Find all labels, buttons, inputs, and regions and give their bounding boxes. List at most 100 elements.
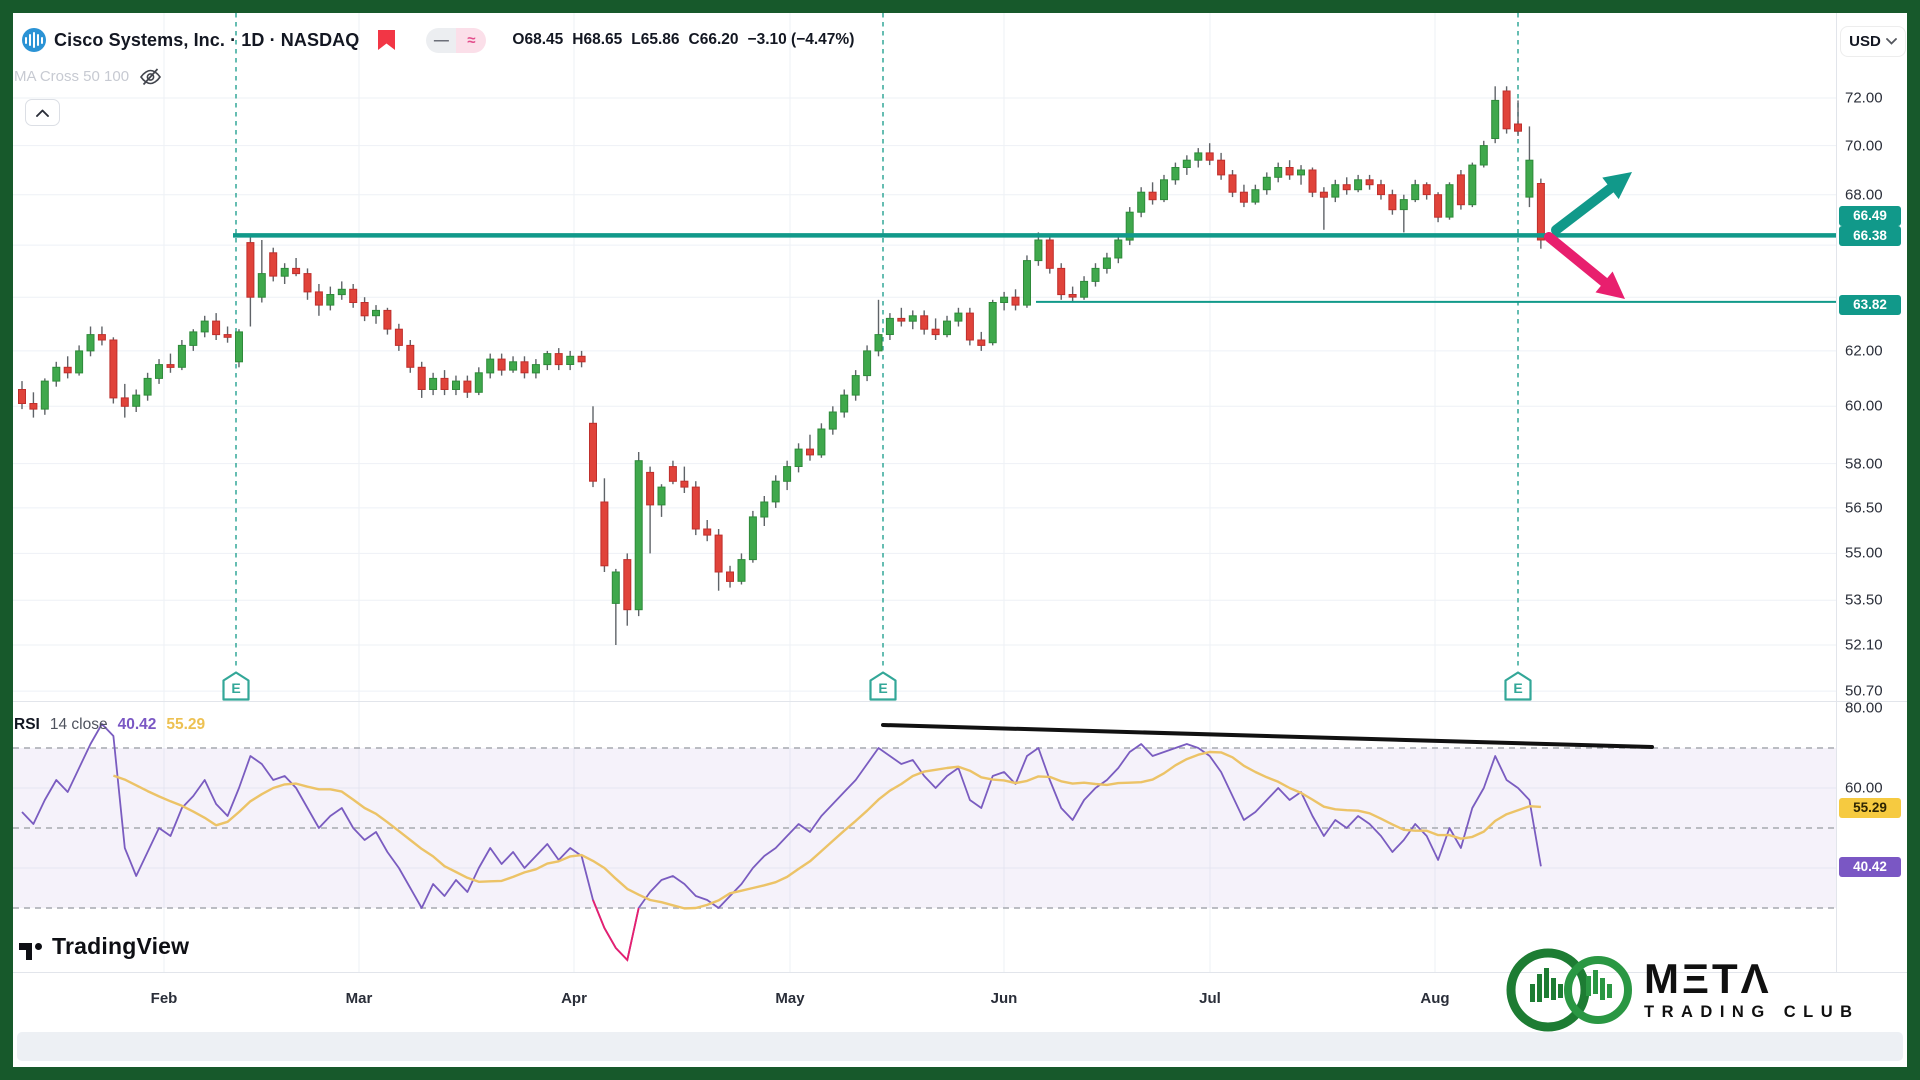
low-label: L [631,31,641,48]
candle-down [577,355,586,363]
bullish-arrow[interactable] [1551,180,1619,235]
candle-up [748,516,757,561]
rsi-badge: 40.42 [1839,857,1901,877]
bearish-arrow[interactable] [1544,232,1613,290]
eye-hidden-icon[interactable] [139,66,162,87]
candle-up [863,350,872,377]
rsi-value: 40.42 [117,716,157,733]
flag-icon[interactable] [377,29,396,51]
candle-up [132,394,141,407]
time-axis-label-may: May [775,990,805,1007]
candle-down [292,267,301,275]
open-label: O [512,31,525,48]
candle-up [840,394,849,413]
candle-down [931,328,940,336]
price-axis-label: 55.00 [1845,544,1883,562]
price-axis-label: 58.00 [1845,455,1883,473]
candle-down [520,361,529,374]
candle-up [1160,179,1168,201]
candle-up [1274,167,1283,178]
meta-trading-club-logo: MΞTΛ TRADING CLUB [1506,944,1860,1036]
candle-up [566,355,575,365]
rsi-name: RSI [14,716,40,733]
candle-up [783,466,792,482]
candle-up [452,380,460,391]
candle-up [1114,239,1123,259]
candle-up [943,320,951,336]
candle-down [920,315,929,330]
candle-down [668,466,677,482]
earnings-badge[interactable]: E [222,671,250,701]
candle-up [1182,159,1191,168]
candle-up [1125,211,1134,241]
currency-button[interactable]: USD [1840,26,1906,57]
candle-down [1365,179,1374,186]
svg-text:E: E [1513,680,1522,696]
candle-down [314,291,323,306]
candle-down [691,486,700,530]
candle-down [269,252,278,277]
candle-down [1308,169,1317,193]
candle-up [954,312,963,322]
time-axis-label-apr: Apr [561,990,587,1007]
price-badge-support: 63.82 [1839,295,1901,315]
candle-down [1434,194,1443,218]
candle-up [1171,167,1180,181]
change-value: −3.10 (−4.47%) [747,31,855,48]
price-axis-separator[interactable] [1836,13,1837,972]
ohlc-readout: O68.45 H68.65 L65.86 C66.20 −3.10 (−4.47… [512,31,854,49]
candle-up [531,364,540,374]
candle-down [1285,167,1294,176]
candle-up [611,571,620,604]
price-axis-label: 60.00 [1845,397,1883,415]
candle-down [63,366,72,374]
time-axis-separator [13,972,1907,973]
candle-down [246,242,255,298]
price-badge-upper: 66.49 [1839,206,1901,226]
candle-down [806,448,814,456]
candle-up [155,364,163,379]
candle-up [885,317,894,335]
candle-down [166,364,175,368]
svg-text:E: E [231,680,240,696]
price-axis-label: 52.10 [1845,636,1883,654]
rsi-oversold-segment [592,899,640,962]
candle-down [212,320,221,336]
candle-up [737,559,746,582]
candle-up [634,460,643,611]
candle-down [349,288,358,303]
candle-up [509,361,518,371]
candle-up [1262,176,1271,191]
collapse-pane-button[interactable] [25,99,60,126]
rsi-ma-line [113,750,1541,910]
candle-up [1080,280,1089,298]
rsi-trendline[interactable] [881,723,1654,749]
candle-down [1377,184,1385,196]
meta-logo-subtitle: TRADING CLUB [1644,1002,1860,1021]
rsi-axis-label: 80.00 [1845,699,1883,717]
indicator-label: MA Cross 50 100 [14,68,130,85]
candle-up [1137,191,1146,213]
tradingview-logo: TradingView [18,933,189,960]
candle-up [828,411,837,430]
candle-down [1148,191,1157,201]
candle-up [1102,257,1111,269]
earnings-badge[interactable]: E [869,671,897,701]
rsi-line [21,723,1542,961]
candle-up [1091,267,1100,282]
candle-up [1354,179,1363,191]
pill-wave-button[interactable]: ≈ [456,27,487,53]
candle-down [223,334,232,338]
pane-separator[interactable] [13,701,1907,702]
pill-minus-button[interactable]: — [426,27,457,53]
candle-down [463,380,472,393]
candle-up [1000,296,1009,304]
candle-up [143,377,152,396]
candle-down [97,334,106,341]
candle-up [543,353,552,366]
earnings-badge[interactable]: E [1504,671,1532,701]
candle-down [703,528,712,536]
candle-up [235,331,243,363]
